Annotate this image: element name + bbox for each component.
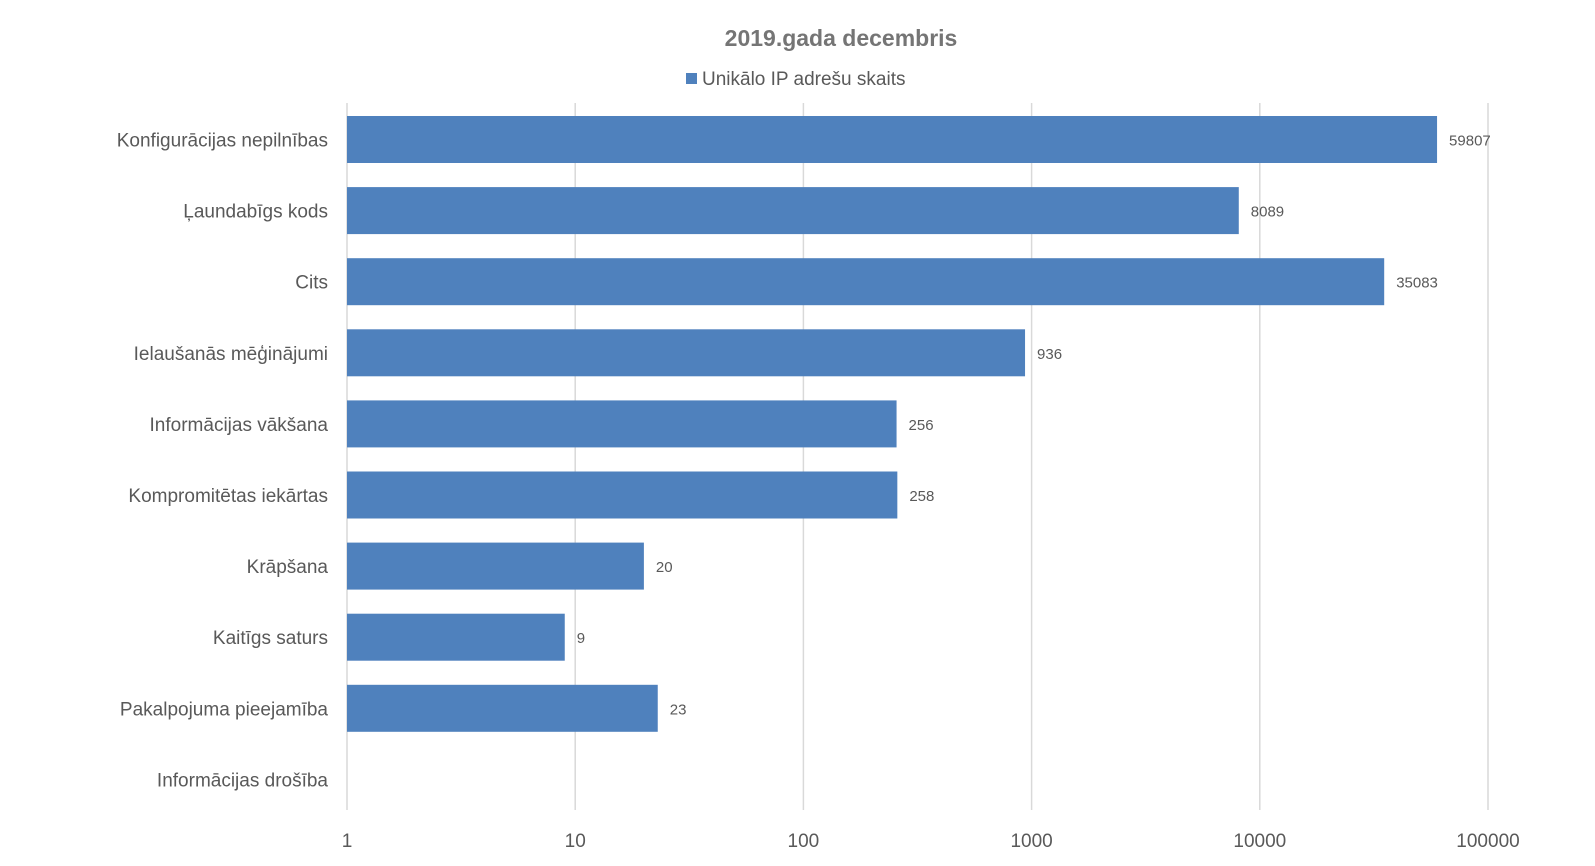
category-label: Konfigurācijas nepilnības (117, 131, 328, 152)
bar (347, 116, 1438, 163)
x-tick-label: 10 (565, 831, 586, 852)
data-label: 59807 (1449, 133, 1491, 150)
data-label: 8089 (1251, 204, 1284, 221)
bar (347, 613, 565, 661)
data-label: 23 (670, 701, 687, 718)
data-label: 936 (1037, 346, 1062, 363)
category-label: Cits (295, 273, 328, 294)
x-tick-label: 10000 (1233, 831, 1286, 852)
bar (347, 258, 1385, 306)
data-label: 258 (909, 488, 934, 505)
bar (347, 542, 644, 590)
bar (347, 187, 1239, 235)
category-label: Informācijas drošība (157, 770, 329, 791)
chart-title: 2019.gada decembris (725, 25, 958, 51)
bar (347, 400, 897, 448)
labels: 1 10 100 1000 10000 100000 Konfigurācijas nepi… (117, 131, 1520, 853)
data-label: 256 (909, 417, 934, 434)
legend-swatch (686, 73, 697, 84)
data-label: 20 (656, 559, 673, 576)
data-label: 9 (577, 630, 585, 647)
bars (347, 116, 1438, 732)
category-label: Informācijas vākšana (150, 415, 329, 436)
category-label: Kaitīgs saturs (213, 628, 328, 649)
category-label: Krāpšana (247, 557, 329, 578)
category-label: Ielaušanās mēģinājumi (134, 344, 328, 365)
category-label: Ļaundabīgs kods (183, 202, 328, 223)
x-tick-label: 1000 (1010, 831, 1052, 852)
bar (347, 684, 658, 732)
legend: Unikālo IP adrešu skaits (686, 69, 905, 90)
bar (347, 329, 1026, 377)
x-tick-label: 100 (788, 831, 820, 852)
x-tick-label: 1 (342, 831, 353, 852)
legend-entry: Unikālo IP adrešu skaits (702, 69, 905, 90)
category-label: Kompromitētas iekārtas (128, 486, 328, 507)
data-label: 35083 (1396, 275, 1438, 292)
bar (347, 471, 898, 519)
x-tick-label: 100000 (1456, 831, 1519, 852)
category-label: Pakalpojuma pieejamība (120, 699, 329, 720)
